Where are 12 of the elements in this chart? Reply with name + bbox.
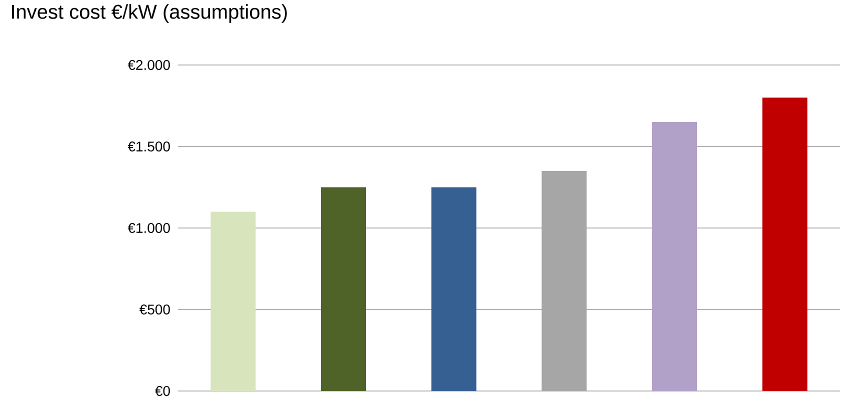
y-tick-label: €0 <box>155 386 170 396</box>
y-tick-label: €1.500 <box>128 142 170 152</box>
y-tick-label: €1.000 <box>128 223 170 233</box>
chart-title: Invest cost €/kW (assumptions) <box>12 4 287 23</box>
bar <box>652 122 698 391</box>
y-tick-label: €500 <box>139 304 170 314</box>
bar <box>210 212 256 391</box>
y-tick-label: €2.000 <box>128 60 170 70</box>
bar <box>762 98 808 391</box>
bar <box>321 187 366 391</box>
bar <box>542 170 587 391</box>
bar <box>431 187 476 391</box>
